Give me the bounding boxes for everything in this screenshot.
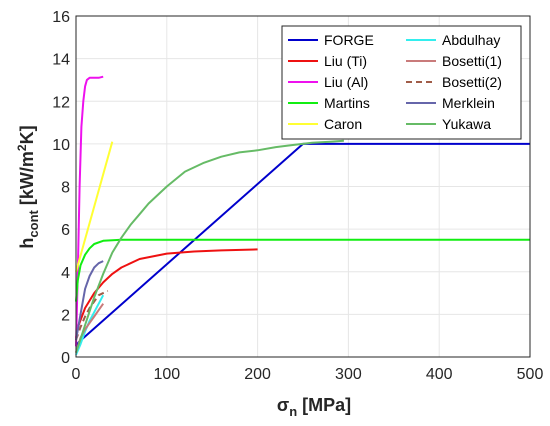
y-tick-label: 6 <box>61 222 70 239</box>
series-line-forge <box>75 142 530 347</box>
series-line-liu-al <box>75 75 104 347</box>
legend-label-yukawa: Yukawa <box>442 116 491 132</box>
series-line-liu-ti <box>75 248 258 339</box>
legend-label-liu-al: Liu (Al) <box>324 74 368 90</box>
legend-label-forge: FORGE <box>324 32 374 48</box>
series-line-merklein <box>75 260 104 341</box>
x-tick-label: 500 <box>517 366 544 383</box>
legend-label-abdulhay: Abdulhay <box>442 32 500 48</box>
legend: FORGE Liu (Ti) Liu (Al) Martins Caron Abdulha… <box>281 25 522 140</box>
legend-label-merklein: Merklein <box>442 95 495 111</box>
y-tick-label: 14 <box>52 52 70 69</box>
legend-label-liu-ti: Liu (Ti) <box>324 53 367 69</box>
y-tick-label: 16 <box>52 9 70 26</box>
y-tick-label: 12 <box>52 94 70 111</box>
legend-label-bosetti-1: Bosetti(1) <box>442 53 502 69</box>
x-tick-label: 200 <box>244 366 271 383</box>
y-tick-label: 0 <box>61 350 70 367</box>
series-line-yukawa <box>75 139 344 354</box>
x-tick-label: 400 <box>426 366 453 383</box>
legend-label-bosetti-2: Bosetti(2) <box>442 74 502 90</box>
y-tick-label: 8 <box>61 180 70 197</box>
y-tick-label: 4 <box>61 265 70 282</box>
x-tick-label: 100 <box>153 366 180 383</box>
y-axis-title: hcont [kW/m2K] <box>15 125 41 248</box>
series-line-martins <box>75 238 530 302</box>
x-tick-labels: 0 100 200 300 400 500 <box>72 366 544 383</box>
x-tick-label: 300 <box>335 366 362 383</box>
y-tick-labels: 0 2 4 6 8 10 12 14 16 <box>52 9 70 367</box>
series-line-caron <box>75 141 114 273</box>
series-line-bosetti-2 <box>75 289 109 341</box>
y-tick-label: 2 <box>61 307 70 324</box>
x-axis-title: σn [MPa] <box>277 395 351 419</box>
legend-box <box>281 25 522 140</box>
legend-label-caron: Caron <box>324 116 362 132</box>
plot-area-frame <box>75 15 531 358</box>
series-line-abdulhay <box>75 294 105 356</box>
y-tick-label: 10 <box>52 137 70 154</box>
series-layer <box>75 75 530 356</box>
legend-label-martins: Martins <box>324 95 370 111</box>
x-tick-label: 0 <box>72 366 81 383</box>
